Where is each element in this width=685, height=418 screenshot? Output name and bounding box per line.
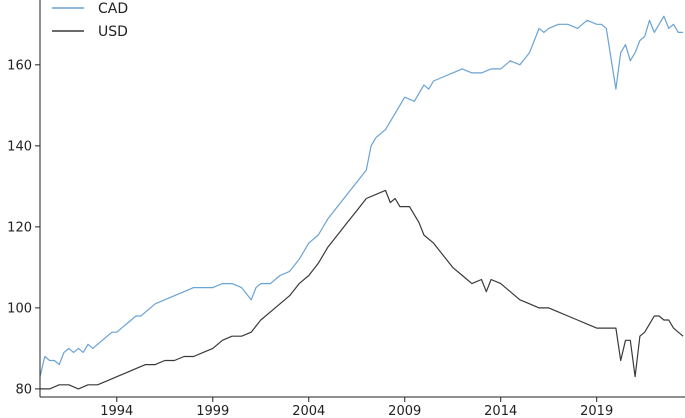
x-tick-label: 2019 <box>580 404 613 418</box>
y-tick-label: 140 <box>7 139 32 154</box>
x-tick-label: 2009 <box>388 404 421 418</box>
y-tick-label: 120 <box>7 220 32 235</box>
plot-series <box>39 15 684 390</box>
y-tick-label: 160 <box>7 58 32 73</box>
legend-label-cad: CAD <box>98 1 128 17</box>
series-line-cad <box>39 15 684 377</box>
y-tick-label: 80 <box>15 382 32 397</box>
x-tick-label: 1994 <box>100 404 133 418</box>
legend: CAD USD <box>52 1 128 40</box>
y-axis: 80 100 120 140 160 <box>7 58 40 397</box>
x-axis: 1994 1999 2004 2009 2014 2019 <box>100 397 613 418</box>
y-tick-label: 100 <box>7 301 32 316</box>
x-tick-label: 1999 <box>196 404 229 418</box>
legend-label-usd: USD <box>98 24 128 40</box>
series-line-usd <box>40 189 684 390</box>
x-tick-label: 2014 <box>484 404 517 418</box>
x-tick-label: 2004 <box>292 404 325 418</box>
